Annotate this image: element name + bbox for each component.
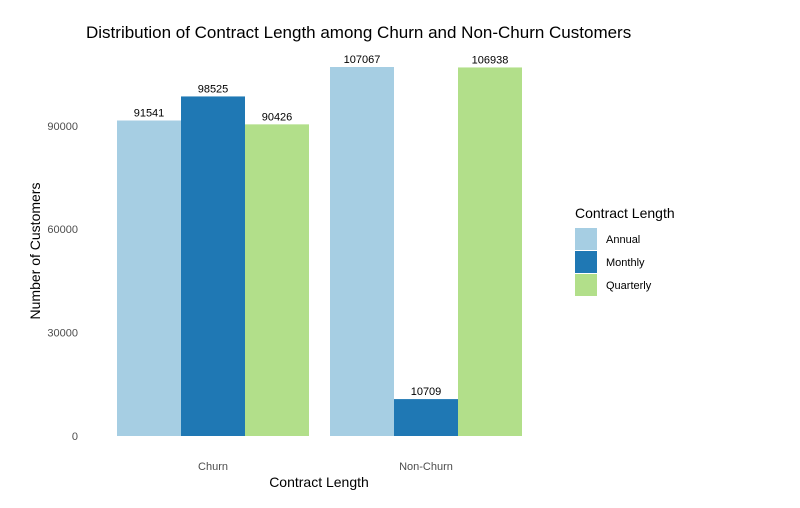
legend: Contract Length Annual Monthly Quarterly <box>575 205 675 296</box>
y-tick-label: 90000 <box>47 121 78 133</box>
bars: 91541 98525 90426 107067 10709 106938 <box>117 54 522 437</box>
legend-label: Quarterly <box>606 280 652 292</box>
y-tick-label: 0 <box>72 431 78 443</box>
legend-title: Contract Length <box>575 205 675 221</box>
x-tick-label: Non-Churn <box>399 461 453 473</box>
legend-label: Monthly <box>606 257 645 269</box>
legend-swatch-monthly <box>575 251 597 273</box>
y-axis-title: Number of Customers <box>27 183 43 320</box>
y-tick-label: 60000 <box>47 224 78 236</box>
data-label: 10709 <box>411 386 442 398</box>
bar-non-churn-annual <box>330 67 394 436</box>
x-axis: Churn Non-Churn <box>198 461 453 473</box>
legend-swatch-quarterly <box>575 274 597 296</box>
data-label: 91541 <box>134 108 165 120</box>
data-label: 106938 <box>472 54 509 66</box>
chart-title: Distribution of Contract Length among Ch… <box>86 23 631 42</box>
bar-churn-annual <box>117 120 181 436</box>
y-axis: 0 30000 60000 90000 <box>47 121 78 443</box>
bar-non-churn-quarterly <box>458 67 522 437</box>
bar-non-churn-monthly <box>394 399 458 436</box>
bar-churn-quarterly <box>245 124 309 437</box>
legend-swatch-annual <box>575 228 597 250</box>
x-tick-label: Churn <box>198 461 228 473</box>
data-label: 98525 <box>198 83 229 95</box>
y-tick-label: 30000 <box>47 328 78 340</box>
data-label: 90426 <box>262 111 293 123</box>
bar-churn-monthly <box>181 96 245 437</box>
legend-label: Annual <box>606 234 640 246</box>
x-axis-title: Contract Length <box>269 474 369 490</box>
data-label: 107067 <box>344 54 381 66</box>
